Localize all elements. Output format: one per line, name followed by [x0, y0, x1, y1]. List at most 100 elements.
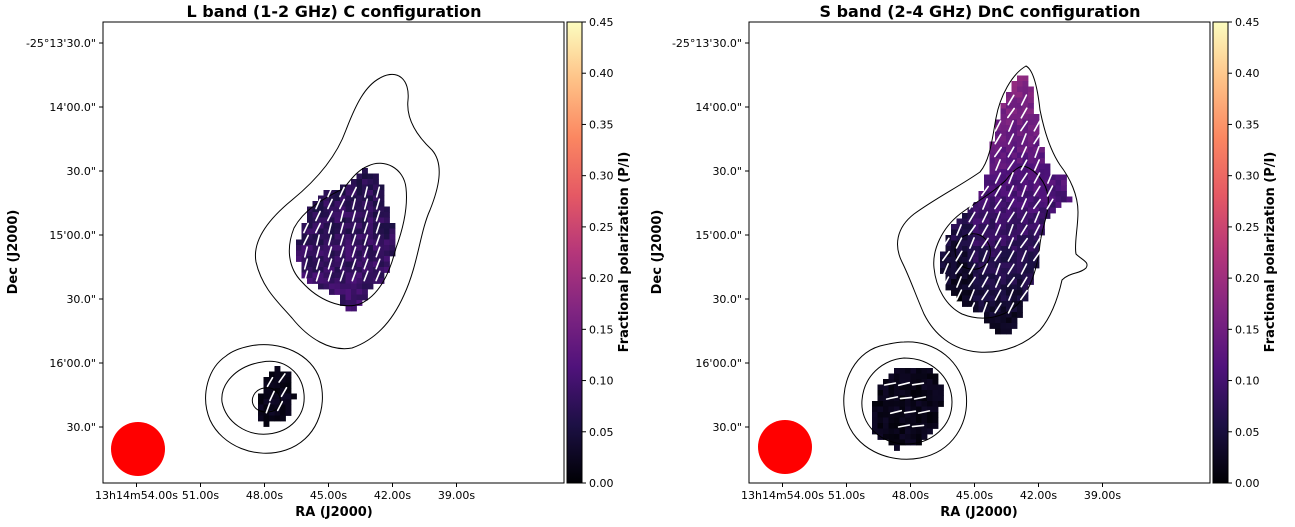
map-pixel: [384, 239, 390, 246]
map-pixel: [1006, 235, 1012, 241]
map-pixel: [1022, 169, 1029, 175]
map-pixel: [995, 119, 1001, 126]
y-axis-label: Dec (J2000): [650, 210, 665, 295]
y-axis: -25°13'30.0" 14'00.0" 30.0" 15'00.0" 30.0" 16…: [672, 37, 749, 434]
map-pixel: [373, 245, 379, 251]
map-pixel: [301, 250, 308, 257]
map-pixel: [995, 185, 1001, 192]
map-pixel: [962, 246, 968, 252]
map-pixel: [1055, 180, 1062, 186]
map-pixel: [1006, 323, 1012, 329]
map-pixel: [973, 284, 979, 291]
map-pixel: [894, 384, 900, 391]
plot-area: [111, 73, 440, 476]
map-pixel: [877, 417, 884, 424]
polarization-vector: [1021, 250, 1027, 262]
map-pixel: [1011, 312, 1018, 318]
map-pixel: [989, 180, 996, 186]
map-pixel: [274, 415, 281, 422]
colorbar-tick-label: 0.35: [589, 118, 614, 131]
map-pixel: [263, 415, 270, 422]
colorbar-ticks: 0.00 0.05 0.10 0.15 0.20 0.25 0.30 0.35 0.40 0.45: [582, 16, 614, 490]
polarization-vector: [995, 262, 1001, 276]
map-pixel: [323, 212, 330, 218]
map-pixel: [1017, 235, 1023, 241]
map-pixel: [973, 251, 979, 258]
colorbar-tick-label: 0.05: [1235, 426, 1260, 439]
map-pixel: [956, 218, 963, 225]
map-pixel: [989, 279, 996, 285]
contour-middle: [288, 162, 407, 307]
map-pixel: [334, 245, 341, 251]
map-pixel: [367, 261, 374, 268]
map-pixel: [916, 428, 922, 435]
map-pixel: [1017, 262, 1023, 269]
map-pixel: [1033, 224, 1040, 230]
map-pixel: [323, 245, 330, 251]
map-pixel: [1033, 207, 1040, 214]
map-pixel: [285, 399, 292, 405]
polarization-vector: [326, 210, 334, 222]
map-pixel: [1011, 169, 1018, 175]
polarization-map: [258, 168, 396, 427]
map-pixel: [956, 229, 963, 236]
map-pixel: [362, 245, 368, 251]
map-pixel: [973, 246, 979, 252]
polarization-vector: [1033, 224, 1041, 236]
map-pixel: [1000, 147, 1007, 153]
map-pixel: [312, 212, 319, 218]
map-pixel: [995, 207, 1001, 214]
map-pixel: [323, 250, 330, 257]
map-pixel: [894, 412, 900, 418]
x-tick-label: 42.00s: [1020, 489, 1057, 502]
polarization-vector: [1020, 94, 1028, 106]
map-pixel: [1022, 141, 1029, 148]
map-pixel: [905, 412, 911, 418]
map-pixel: [973, 279, 979, 285]
map-pixel: [899, 390, 906, 396]
map-pixel: [1039, 180, 1045, 186]
map-pixel: [883, 406, 889, 413]
map-pixel: [1017, 240, 1023, 247]
polarization-vector: [954, 263, 964, 275]
map-pixel: [962, 251, 968, 258]
map-pixel: [995, 328, 1001, 335]
map-pixel: [984, 246, 990, 252]
map-pixel: [1000, 317, 1007, 324]
polarization-vector: [363, 234, 369, 246]
map-pixel: [1022, 75, 1029, 82]
map-pixel: [329, 250, 335, 257]
map-pixel: [280, 404, 286, 411]
map-pixel: [384, 228, 390, 235]
map-pixel: [1039, 202, 1045, 208]
map-pixel: [340, 239, 346, 246]
map-pixel: [274, 377, 281, 383]
map-pixel: [367, 173, 374, 180]
map-pixel: [1011, 284, 1018, 291]
y-tick-label: -25°13'30.0": [672, 37, 742, 50]
map-pixel: [894, 417, 900, 424]
map-pixel: [389, 245, 396, 251]
map-pixel: [1000, 158, 1007, 164]
map-pixel: [932, 412, 939, 418]
map-pixel: [345, 190, 352, 196]
polarization-vector: [1047, 172, 1053, 184]
map-pixel: [984, 279, 990, 285]
map-pixel: [269, 415, 275, 422]
map-pixel: [1000, 141, 1007, 148]
map-pixel: [995, 191, 1001, 197]
map-pixel: [1028, 103, 1034, 109]
map-pixel: [1000, 229, 1007, 236]
map-pixel: [1006, 262, 1012, 269]
polarization-vector: [1008, 289, 1014, 301]
map-pixel: [1006, 207, 1012, 214]
map-pixel: [1061, 185, 1067, 192]
polarization-vector: [1020, 198, 1027, 210]
map-pixel: [367, 228, 374, 235]
polarization-vector: [303, 222, 309, 234]
polarization-vector: [1020, 146, 1028, 158]
map-pixel: [888, 417, 895, 424]
map-pixel: [1006, 163, 1012, 170]
map-pixel: [973, 273, 979, 280]
map-pixel: [307, 256, 313, 262]
